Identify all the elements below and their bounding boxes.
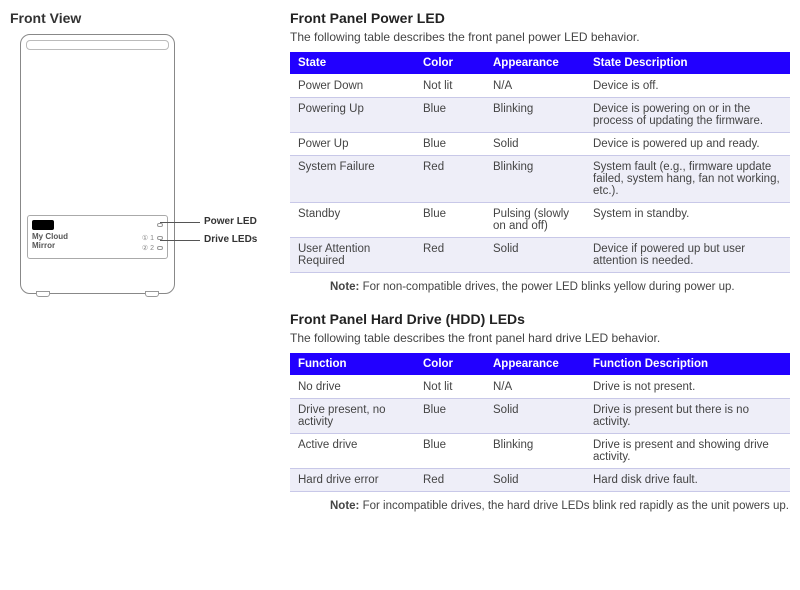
table-cell: Red [415,238,485,273]
callout-drive-leds: Drive LEDs [204,234,257,245]
table-header-row: State Color Appearance State Description [290,52,790,75]
th-state: State [290,52,415,75]
table-cell: N/A [485,376,585,399]
table-cell: Red [415,469,485,492]
drive2-led-indicator: ② 2 [142,244,163,252]
table-row: StandbyBluePulsing (slowly on and off) S… [290,203,790,238]
table-row: No driveNot litN/ADrive is not present. [290,376,790,399]
th-function: Function [290,353,415,376]
hdd-led-section-desc: The following table describes the front … [290,331,790,345]
drive2-label: ② 2 [142,245,154,252]
led-dot-icon [157,246,163,250]
power-led-indicator [154,222,163,229]
table-cell: Blue [415,133,485,156]
table-cell: Blue [415,203,485,238]
wd-logo-icon [32,220,54,230]
table-cell: System Failure [290,156,415,203]
device-outline: My Cloud Mirror ① 1 ② 2 [20,34,175,294]
note-text: For incompatible drives, the hard drive … [359,500,789,512]
power-led-table: State Color Appearance State Description… [290,52,790,273]
note-label: Note: [330,281,359,293]
table-cell: Blinking [485,156,585,203]
table-cell: Solid [485,133,585,156]
table-cell: Drive is not present. [585,376,790,399]
device-foot-right [145,291,159,297]
power-led-note: Note: For non-compatible drives, the pow… [330,281,790,293]
device-illustration: My Cloud Mirror ① 1 ② 2 [10,34,265,314]
power-led-section-desc: The following table describes the front … [290,30,790,44]
table-cell: Solid [485,469,585,492]
hdd-led-section-title: Front Panel Hard Drive (HDD) LEDs [290,311,790,327]
table-cell: Device is off. [585,75,790,98]
note-label: Note: [330,500,359,512]
device-label-panel: My Cloud Mirror ① 1 ② 2 [27,215,168,259]
table-cell: System fault (e.g., firmware update fail… [585,156,790,203]
table-cell: Hard drive error [290,469,415,492]
table-cell: Red [415,156,485,203]
callout-line-drives [160,240,200,241]
table-header-row: Function Color Appearance Function Descr… [290,353,790,376]
power-led-section-title: Front Panel Power LED [290,10,790,26]
hdd-led-tbody: No driveNot litN/ADrive is not present.D… [290,376,790,492]
hdd-led-note: Note: For incompatible drives, the hard … [330,500,790,512]
table-cell: Not lit [415,75,485,98]
table-cell: No drive [290,376,415,399]
table-row: Power UpBlueSolidDevice is powered up an… [290,133,790,156]
table-cell: Device is powering on or in the process … [585,98,790,133]
device-model-line2: Mirror [32,241,55,250]
table-row: Active driveBlueBlinkingDrive is present… [290,434,790,469]
table-cell: Blue [415,98,485,133]
table-cell: Active drive [290,434,415,469]
th-description: Function Description [585,353,790,376]
power-led-tbody: Power DownNot litN/ADevice is off.Poweri… [290,75,790,273]
table-row: System FailureRedBlinkingSystem fault (e… [290,156,790,203]
table-cell: Drive is present and showing drive activ… [585,434,790,469]
table-row: User Attention RequiredRedSolidDevice if… [290,238,790,273]
th-appearance: Appearance [485,52,585,75]
table-cell: Pulsing (slowly on and off) [485,203,585,238]
callout-power-led: Power LED [204,216,257,227]
table-cell: System in standby. [585,203,790,238]
page-root: Front View My Cloud Mirror ① 1 [10,10,790,530]
note-text: For non-compatible drives, the power LED… [359,281,734,293]
front-view-column: Front View My Cloud Mirror ① 1 [10,10,270,530]
hdd-led-table: Function Color Appearance Function Descr… [290,353,790,492]
table-row: Powering UpBlueBlinkingDevice is powerin… [290,98,790,133]
table-row: Power DownNot litN/ADevice is off. [290,75,790,98]
th-description: State Description [585,52,790,75]
callout-line-power [160,222,200,223]
table-cell: Drive present, no activity [290,399,415,434]
table-row: Drive present, no activityBlueSolidDrive… [290,399,790,434]
th-color: Color [415,353,485,376]
led-dot-icon [157,223,163,227]
device-model-text: My Cloud Mirror [32,232,68,250]
table-cell: Standby [290,203,415,238]
table-cell: Drive is present but there is no activit… [585,399,790,434]
table-cell: N/A [485,75,585,98]
table-cell: Blue [415,434,485,469]
table-cell: Device if powered up but user attention … [585,238,790,273]
th-color: Color [415,52,485,75]
device-top-edge [26,40,169,50]
drive1-label: ① 1 [142,235,154,242]
table-cell: Device is powered up and ready. [585,133,790,156]
content-column: Front Panel Power LED The following tabl… [290,10,790,530]
table-cell: Powering Up [290,98,415,133]
table-row: Hard drive errorRedSolidHard disk drive … [290,469,790,492]
table-cell: Blinking [485,434,585,469]
table-cell: Power Up [290,133,415,156]
table-cell: Hard disk drive fault. [585,469,790,492]
table-cell: Not lit [415,376,485,399]
front-view-title: Front View [10,10,270,26]
table-cell: User Attention Required [290,238,415,273]
device-model-line1: My Cloud [32,232,68,241]
table-cell: Solid [485,399,585,434]
th-appearance: Appearance [485,353,585,376]
table-cell: Blue [415,399,485,434]
device-foot-left [36,291,50,297]
table-cell: Blinking [485,98,585,133]
table-cell: Solid [485,238,585,273]
table-cell: Power Down [290,75,415,98]
